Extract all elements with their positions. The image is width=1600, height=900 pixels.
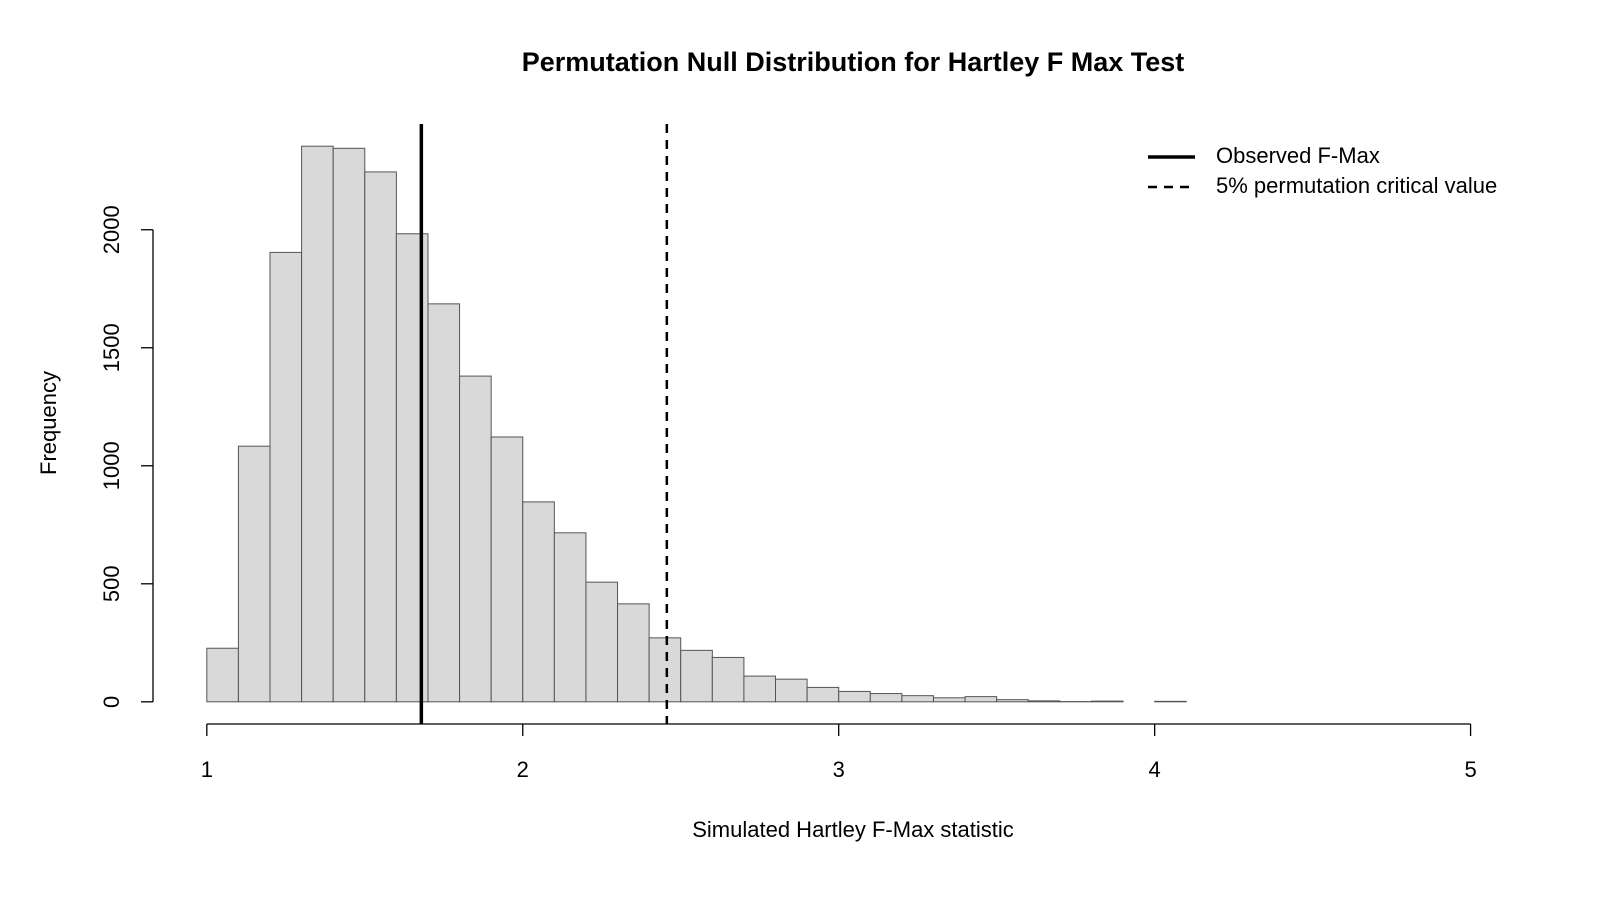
bar bbox=[585, 581, 619, 703]
bar bbox=[269, 251, 303, 703]
legend-label: Observed F-Max bbox=[1216, 143, 1380, 168]
y-axis-label: Frequency bbox=[36, 371, 61, 475]
bar bbox=[237, 445, 271, 703]
y-tick-label: 2000 bbox=[99, 205, 124, 254]
bar bbox=[964, 696, 998, 703]
bar bbox=[743, 675, 777, 703]
bar bbox=[206, 647, 239, 703]
y-tick-label: 0 bbox=[99, 696, 124, 708]
bar bbox=[459, 375, 492, 703]
chart-title: Permutation Null Distribution for Hartle… bbox=[522, 47, 1185, 77]
bar bbox=[1090, 700, 1124, 703]
bar bbox=[395, 233, 429, 703]
legend-label: 5% permutation critical value bbox=[1216, 173, 1497, 198]
bar bbox=[806, 686, 840, 703]
y-tick-label: 1500 bbox=[99, 323, 124, 372]
y-tick-label: 1000 bbox=[99, 441, 124, 490]
x-tick-label: 3 bbox=[833, 757, 845, 782]
bar bbox=[1027, 700, 1061, 703]
bar bbox=[996, 699, 1029, 703]
bar bbox=[427, 303, 461, 703]
bar bbox=[838, 690, 871, 703]
bar bbox=[301, 145, 334, 703]
bar bbox=[775, 678, 808, 703]
bar bbox=[522, 501, 555, 703]
y-tick-label: 500 bbox=[99, 565, 124, 602]
x-tick-label: 4 bbox=[1149, 757, 1161, 782]
bar bbox=[332, 147, 366, 703]
x-tick-label: 2 bbox=[517, 757, 529, 782]
bar bbox=[490, 436, 524, 703]
bar bbox=[711, 656, 745, 703]
x-tick-label: 5 bbox=[1464, 757, 1476, 782]
bar bbox=[680, 649, 713, 703]
x-tick-label: 1 bbox=[201, 757, 213, 782]
bar bbox=[648, 637, 682, 703]
bar bbox=[901, 695, 934, 703]
bar bbox=[364, 171, 397, 703]
bar bbox=[617, 603, 650, 703]
bar bbox=[869, 693, 903, 703]
bar bbox=[932, 697, 966, 703]
x-axis-label: Simulated Hartley F-Max statistic bbox=[692, 817, 1014, 842]
bar bbox=[553, 532, 587, 703]
